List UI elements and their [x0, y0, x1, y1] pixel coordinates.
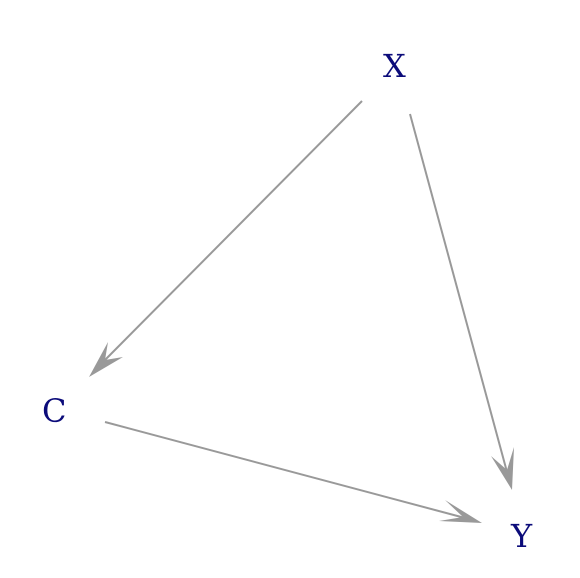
edge-line-x-to-c — [102, 100, 363, 363]
node-x-label: X — [383, 47, 406, 85]
edge-c-to-y — [104, 421, 482, 523]
edge-line-x-to-y — [409, 113, 508, 473]
node-y-label: Y — [510, 517, 533, 555]
edge-x-to-y — [409, 113, 514, 490]
arrowhead-x-to-y — [491, 447, 514, 490]
node-c-label: C — [42, 392, 66, 430]
edge-x-to-c — [89, 100, 363, 377]
edge-line-c-to-y — [104, 421, 466, 519]
arrowhead-x-to-c — [89, 342, 123, 377]
arrowhead-c-to-y — [439, 500, 482, 523]
